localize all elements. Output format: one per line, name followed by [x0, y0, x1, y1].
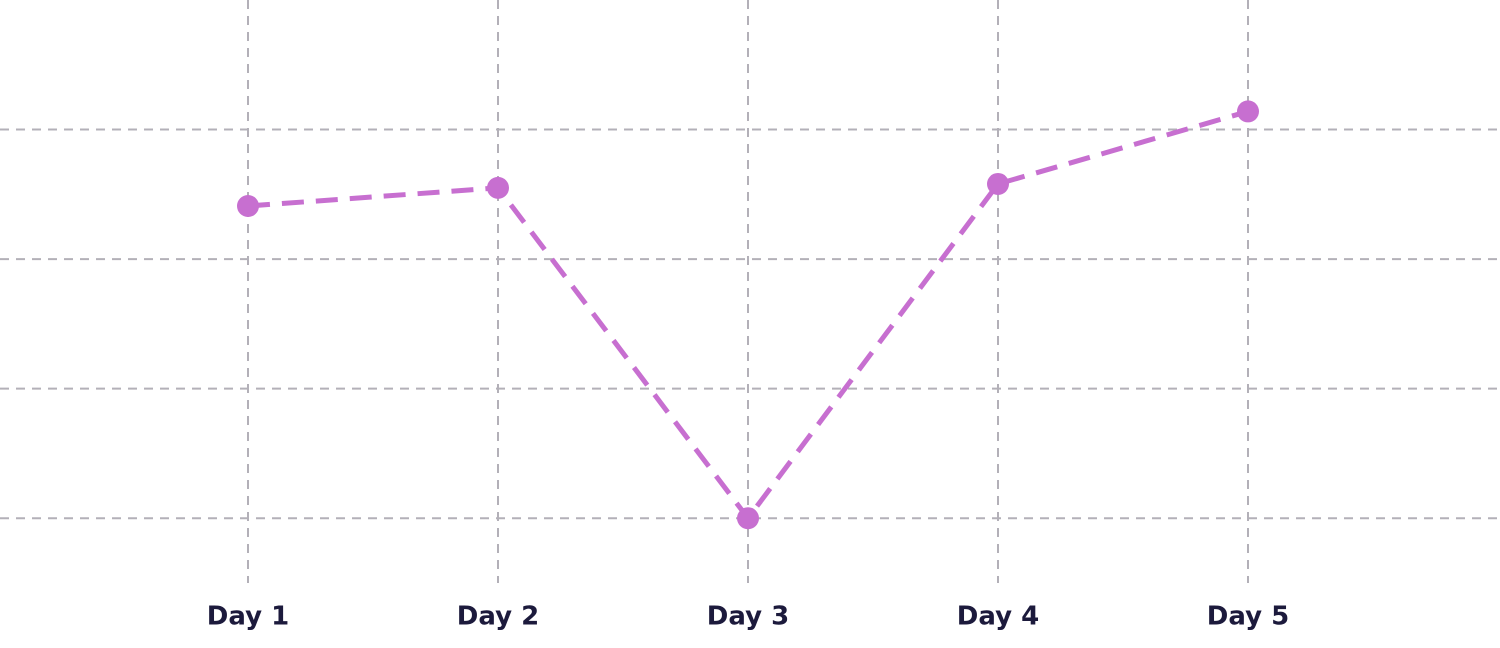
x-tick-label: Day 5	[1207, 602, 1289, 632]
point	[237, 194, 259, 217]
point	[987, 172, 1009, 195]
point	[1237, 100, 1259, 123]
x-tick-label: Day 4	[957, 602, 1039, 632]
x-tick-label: Day 1	[207, 602, 289, 632]
point	[737, 507, 759, 530]
x-tick-label: Day 3	[707, 602, 789, 632]
line	[247, 109, 1249, 523]
point	[487, 176, 509, 199]
x-tick-label: Day 2	[457, 602, 539, 632]
